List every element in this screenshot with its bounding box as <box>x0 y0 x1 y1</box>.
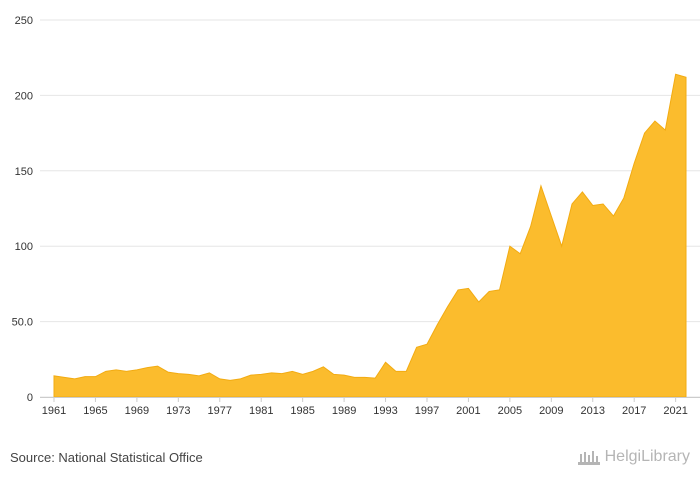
helgi-library-logo: HelgiLibrary <box>577 448 690 466</box>
source-label: Source: National Statistical Office <box>10 450 203 465</box>
x-tick-label: 1981 <box>249 405 273 417</box>
library-building-icon <box>577 451 600 465</box>
area-series <box>40 73 700 398</box>
x-tick-label: 1993 <box>373 405 397 417</box>
x-tick-label: 2013 <box>581 405 605 417</box>
x-tick-label: 1985 <box>290 405 314 417</box>
y-tick-label: 0 <box>27 392 33 404</box>
x-tick-label: 2017 <box>622 405 646 417</box>
x-tick-label: 2009 <box>539 405 563 417</box>
y-tick-label: 50.0 <box>12 317 33 329</box>
y-tick-label: 250 <box>15 15 33 27</box>
y-tick-label: 100 <box>15 241 33 253</box>
x-tick-label: 1977 <box>208 405 232 417</box>
x-tick-label: 1961 <box>42 405 66 417</box>
x-tick-label: 2021 <box>663 405 687 417</box>
area-fill <box>53 73 687 398</box>
x-tick-label: 1989 <box>332 405 356 417</box>
x-tick-label: 2001 <box>456 405 480 417</box>
x-tick-label: 1965 <box>83 405 107 417</box>
x-tick-label: 1997 <box>415 405 439 417</box>
x-tick-label: 1969 <box>125 405 149 417</box>
logo-text: HelgiLibrary <box>604 448 690 465</box>
x-tick-label: 2005 <box>498 405 522 417</box>
x-tick-label: 1973 <box>166 405 190 417</box>
y-tick-label: 200 <box>15 90 33 102</box>
x-axis-ticks: 1961 1965 1969 1973 1977 1981 1985 1989 1993 1997… <box>42 397 688 417</box>
y-axis-ticks: 0 50.0 100 150 200 250 <box>12 15 33 404</box>
y-tick-label: 150 <box>15 166 33 178</box>
